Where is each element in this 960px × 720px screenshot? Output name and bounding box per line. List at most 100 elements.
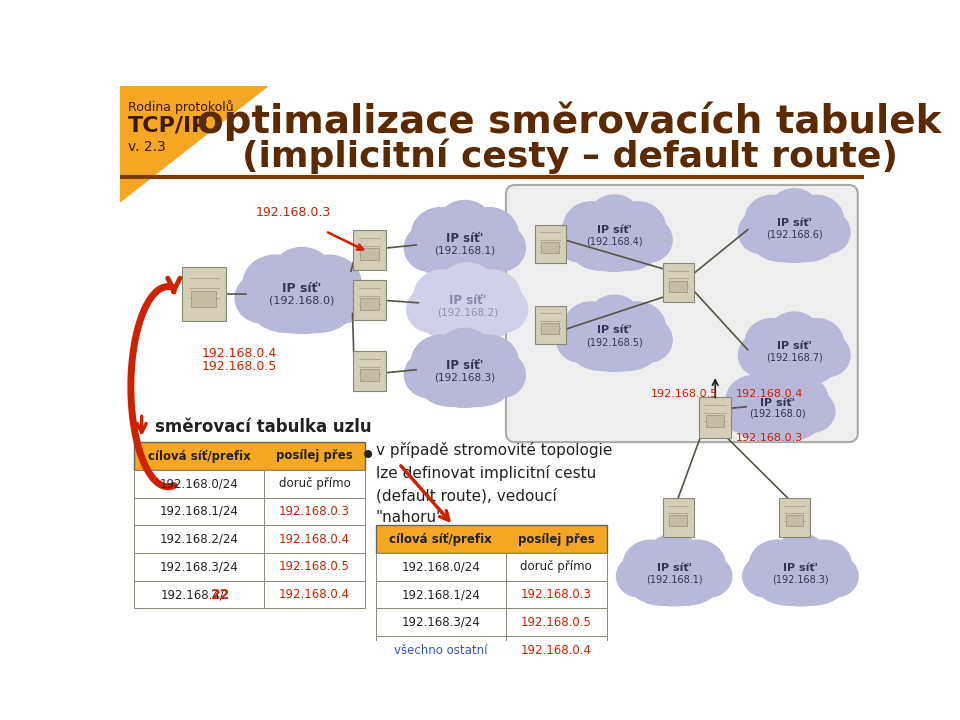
Ellipse shape (420, 237, 485, 280)
Ellipse shape (595, 330, 658, 371)
Ellipse shape (404, 352, 453, 397)
Ellipse shape (273, 248, 331, 295)
Ellipse shape (770, 312, 819, 353)
FancyBboxPatch shape (375, 636, 607, 664)
Ellipse shape (776, 534, 826, 574)
FancyBboxPatch shape (662, 264, 693, 302)
Text: 22: 22 (211, 588, 230, 602)
Ellipse shape (649, 534, 699, 574)
Text: 192.168.3/24: 192.168.3/24 (401, 616, 480, 629)
FancyBboxPatch shape (662, 498, 693, 537)
Ellipse shape (297, 255, 361, 312)
Ellipse shape (730, 375, 826, 441)
Text: IP síť': IP síť' (446, 233, 484, 246)
Ellipse shape (753, 369, 803, 409)
Text: IP síť': IP síť' (597, 325, 632, 336)
FancyBboxPatch shape (375, 581, 607, 608)
Ellipse shape (441, 263, 493, 307)
Ellipse shape (738, 334, 783, 377)
Text: (192.168.4): (192.168.4) (587, 237, 643, 247)
Ellipse shape (631, 567, 693, 605)
Text: (192.168.0): (192.168.0) (749, 409, 805, 418)
Text: 192.168.0.4: 192.168.0.4 (279, 533, 350, 546)
Text: 192.168.0.4: 192.168.0.4 (736, 389, 804, 399)
Ellipse shape (745, 195, 799, 244)
Ellipse shape (610, 302, 665, 353)
Ellipse shape (439, 328, 492, 372)
FancyBboxPatch shape (361, 248, 378, 260)
Ellipse shape (789, 391, 835, 432)
Text: (192.168.6): (192.168.6) (766, 229, 823, 239)
Ellipse shape (626, 218, 672, 262)
FancyBboxPatch shape (535, 225, 565, 264)
Ellipse shape (447, 299, 513, 341)
FancyBboxPatch shape (134, 470, 365, 498)
Text: 192.168.4/: 192.168.4/ (161, 588, 225, 601)
Text: 192.168.0.5: 192.168.0.5 (279, 560, 350, 573)
Ellipse shape (589, 195, 639, 238)
Text: cílová síť/prefix: cílová síť/prefix (390, 533, 492, 546)
Ellipse shape (805, 211, 850, 253)
Ellipse shape (415, 207, 516, 281)
Ellipse shape (407, 287, 455, 332)
Ellipse shape (247, 255, 358, 333)
Ellipse shape (753, 222, 813, 261)
Text: 192.168.0/24: 192.168.0/24 (159, 477, 238, 490)
FancyBboxPatch shape (361, 298, 378, 310)
Ellipse shape (439, 200, 492, 245)
FancyBboxPatch shape (134, 442, 365, 470)
Ellipse shape (748, 318, 841, 385)
Ellipse shape (564, 302, 619, 353)
Ellipse shape (753, 346, 813, 384)
Ellipse shape (757, 567, 820, 605)
Text: v případě stromovité topologie
lze definovat implicitní cestu
(default route), v: v případě stromovité topologie lze defin… (375, 442, 612, 526)
Text: (192.168.1): (192.168.1) (434, 246, 495, 256)
Text: (192.168.2): (192.168.2) (437, 307, 498, 317)
Ellipse shape (316, 274, 369, 323)
Ellipse shape (655, 567, 717, 605)
Ellipse shape (776, 346, 836, 384)
Ellipse shape (414, 270, 472, 323)
FancyBboxPatch shape (506, 185, 858, 442)
Ellipse shape (243, 255, 308, 312)
Ellipse shape (789, 318, 844, 367)
Text: 192.168.0.3: 192.168.0.3 (736, 433, 804, 443)
Text: IP síť': IP síť' (777, 341, 812, 351)
Text: všechno ostatní: všechno ostatní (395, 644, 488, 657)
Ellipse shape (734, 402, 797, 441)
Text: TCP/IP: TCP/IP (128, 116, 208, 135)
Ellipse shape (444, 237, 510, 280)
FancyBboxPatch shape (134, 498, 365, 526)
Ellipse shape (564, 202, 619, 253)
Ellipse shape (571, 330, 634, 371)
Ellipse shape (616, 555, 662, 597)
Text: posílej přes: posílej přes (518, 533, 594, 546)
Text: IP síť': IP síť' (597, 225, 632, 235)
Ellipse shape (789, 195, 844, 244)
Ellipse shape (557, 218, 603, 262)
Ellipse shape (727, 375, 782, 423)
Text: 192.168.0.4: 192.168.0.4 (279, 588, 350, 601)
FancyBboxPatch shape (699, 397, 732, 438)
Ellipse shape (404, 225, 453, 271)
Ellipse shape (805, 334, 850, 377)
Text: IP síť': IP síť' (448, 294, 486, 307)
Ellipse shape (566, 202, 662, 271)
Text: 192.168.1/24: 192.168.1/24 (401, 588, 480, 601)
FancyBboxPatch shape (779, 498, 809, 537)
Ellipse shape (421, 299, 488, 341)
Ellipse shape (477, 352, 525, 397)
FancyBboxPatch shape (191, 292, 216, 307)
Ellipse shape (252, 287, 324, 333)
Ellipse shape (595, 230, 658, 271)
Text: posílej přes: posílej přes (276, 449, 353, 462)
FancyBboxPatch shape (375, 608, 607, 636)
FancyBboxPatch shape (181, 267, 226, 321)
Text: 192.168.0.5: 192.168.0.5 (521, 616, 591, 629)
Text: (implicitní cesty – default route): (implicitní cesty – default route) (242, 139, 898, 174)
Text: IP síť': IP síť' (783, 562, 818, 572)
FancyBboxPatch shape (375, 553, 607, 581)
Text: 192.168.3/24: 192.168.3/24 (159, 560, 238, 573)
Ellipse shape (571, 230, 634, 271)
Text: cílová síť/prefix: cílová síť/prefix (148, 449, 251, 462)
